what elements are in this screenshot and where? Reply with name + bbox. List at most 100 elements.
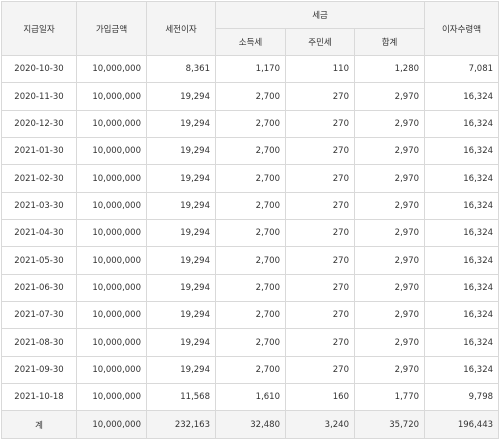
totals-income-tax: 32,480 <box>215 410 286 440</box>
cell-tax-total: 1,770 <box>353 383 426 412</box>
cell-pretax: 11,568 <box>146 383 216 412</box>
header-tax-total: 합계 <box>353 28 426 56</box>
cell-pretax: 19,294 <box>146 191 216 221</box>
table-row: 2021-07-30 10,000,000 19,294 2,700 270 2,970 1… <box>1 301 500 330</box>
cell-pretax: 19,294 <box>146 109 216 139</box>
cell-date: 2021-04-30 <box>1 219 77 248</box>
cell-received: 7,081 <box>424 54 500 84</box>
header-principal: 가입금액 <box>76 1 147 56</box>
cell-date: 2020-12-30 <box>1 109 77 139</box>
cell-income-tax: 2,700 <box>215 219 286 248</box>
table-header: 지급일자 가입금액 세전이자 세금 이자수령액 소득세 주민세 합계 <box>1 1 500 56</box>
table-row: 2020-11-30 10,000,000 19,294 2,700 270 2,970 1… <box>1 82 500 111</box>
cell-date: 2021-10-18 <box>1 383 77 412</box>
table-row: 2021-04-30 10,000,000 19,294 2,700 270 2,970 1… <box>1 219 500 248</box>
cell-principal: 10,000,000 <box>76 219 147 248</box>
cell-principal: 10,000,000 <box>76 191 147 221</box>
cell-resident-tax: 270 <box>285 191 355 221</box>
totals-label: 계 <box>1 410 77 440</box>
cell-received: 16,324 <box>424 164 500 193</box>
cell-income-tax: 2,700 <box>215 328 286 357</box>
cell-received: 16,324 <box>424 273 500 303</box>
cell-date: 2021-09-30 <box>1 355 77 385</box>
header-tax-group: 세금 <box>214 1 426 29</box>
cell-resident-tax: 270 <box>285 109 355 139</box>
cell-income-tax: 2,700 <box>215 82 286 111</box>
cell-income-tax: 2,700 <box>215 164 286 193</box>
table-row: 2020-10-30 10,000,000 8,361 1,170 110 1,280 7,… <box>1 54 500 84</box>
cell-received: 9,798 <box>424 383 500 412</box>
cell-pretax: 19,294 <box>146 301 216 330</box>
cell-received: 16,324 <box>424 246 500 275</box>
totals-resident-tax: 3,240 <box>285 410 355 440</box>
cell-tax-total: 2,970 <box>353 191 426 221</box>
cell-tax-total: 2,970 <box>353 164 426 193</box>
cell-principal: 10,000,000 <box>76 137 147 166</box>
cell-received: 16,324 <box>424 301 500 330</box>
cell-tax-total: 2,970 <box>353 328 426 357</box>
cell-resident-tax: 270 <box>285 355 355 385</box>
cell-tax-total: 1,280 <box>353 54 426 84</box>
table-row: 2021-09-30 10,000,000 19,294 2,700 270 2,970 1… <box>1 355 500 385</box>
cell-received: 16,324 <box>424 191 500 221</box>
cell-resident-tax: 270 <box>285 328 355 357</box>
cell-resident-tax: 110 <box>285 54 355 84</box>
cell-principal: 10,000,000 <box>76 355 147 385</box>
totals-pretax: 232,163 <box>146 410 216 440</box>
cell-pretax: 19,294 <box>146 164 216 193</box>
cell-principal: 10,000,000 <box>76 246 147 275</box>
table-row: 2021-06-30 10,000,000 19,294 2,700 270 2,970 1… <box>1 273 500 303</box>
cell-principal: 10,000,000 <box>76 273 147 303</box>
cell-income-tax: 2,700 <box>215 191 286 221</box>
cell-received: 16,324 <box>424 109 500 139</box>
header-income-tax: 소득세 <box>215 28 286 56</box>
cell-date: 2021-03-30 <box>1 191 77 221</box>
cell-date: 2021-02-30 <box>1 164 77 193</box>
cell-date: 2021-07-30 <box>1 301 77 330</box>
cell-principal: 10,000,000 <box>76 301 147 330</box>
cell-income-tax: 2,700 <box>215 301 286 330</box>
cell-tax-total: 2,970 <box>353 246 426 275</box>
table-row: 2020-12-30 10,000,000 19,294 2,700 270 2,970 1… <box>1 109 500 139</box>
cell-tax-total: 2,970 <box>353 273 426 303</box>
cell-income-tax: 1,170 <box>215 54 286 84</box>
cell-principal: 10,000,000 <box>76 54 147 84</box>
cell-tax-total: 2,970 <box>353 109 426 139</box>
cell-income-tax: 2,700 <box>215 355 286 385</box>
cell-resident-tax: 270 <box>285 164 355 193</box>
cell-income-tax: 2,700 <box>215 246 286 275</box>
table-row: 2021-03-30 10,000,000 19,294 2,700 270 2,970 1… <box>1 191 500 221</box>
table-row: 2021-08-30 10,000,000 19,294 2,700 270 2,970 1… <box>1 328 500 357</box>
cell-principal: 10,000,000 <box>76 82 147 111</box>
table-row: 2021-10-18 10,000,000 11,568 1,610 160 1,770 9… <box>1 383 500 412</box>
cell-income-tax: 1,610 <box>215 383 286 412</box>
totals-principal: 10,000,000 <box>76 410 147 440</box>
table-body: 2020-10-30 10,000,000 8,361 1,170 110 1,280 7,… <box>1 54 500 412</box>
cell-income-tax: 2,700 <box>215 137 286 166</box>
cell-pretax: 19,294 <box>146 137 216 166</box>
cell-date: 2020-10-30 <box>1 54 77 84</box>
table-row: 2021-01-30 10,000,000 19,294 2,700 270 2,970 1… <box>1 137 500 166</box>
cell-date: 2021-06-30 <box>1 273 77 303</box>
cell-resident-tax: 160 <box>285 383 355 412</box>
totals-row: 계 10,000,000 232,163 32,480 3,240 35,720… <box>1 410 500 440</box>
cell-resident-tax: 270 <box>285 82 355 111</box>
header-pay-date: 지급일자 <box>1 1 77 56</box>
cell-received: 16,324 <box>424 219 500 248</box>
cell-pretax: 19,294 <box>146 273 216 303</box>
cell-income-tax: 2,700 <box>215 109 286 139</box>
cell-tax-total: 2,970 <box>353 219 426 248</box>
cell-resident-tax: 270 <box>285 137 355 166</box>
header-resident-tax: 주민세 <box>285 28 355 56</box>
totals-received: 196,443 <box>424 410 500 440</box>
cell-pretax: 19,294 <box>146 219 216 248</box>
table-footer: 계 10,000,000 232,163 32,480 3,240 35,720… <box>1 410 500 440</box>
cell-tax-total: 2,970 <box>353 82 426 111</box>
cell-pretax: 19,294 <box>146 246 216 275</box>
cell-principal: 10,000,000 <box>76 109 147 139</box>
cell-pretax: 19,294 <box>146 355 216 385</box>
cell-resident-tax: 270 <box>285 301 355 330</box>
cell-principal: 10,000,000 <box>76 328 147 357</box>
